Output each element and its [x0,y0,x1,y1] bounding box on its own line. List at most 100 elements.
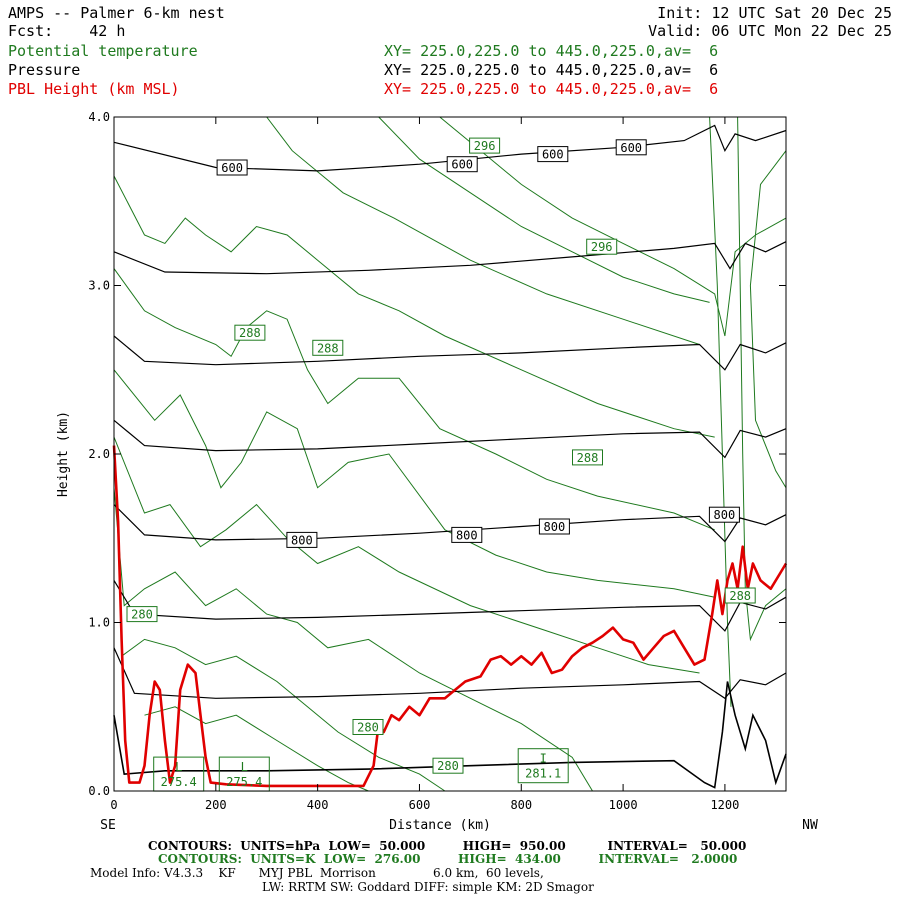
contour-label-3: 600 [615,139,647,156]
marker-symbol: L [241,760,248,774]
pressure-contour-5 [113,580,787,632]
axes: 0 200 400 600 800 1000 1200 0.0 1.0 2.0 3.0 4.0 [88,110,786,812]
pressure-contours [113,124,787,789]
x-tick-label: 1000 [609,798,638,812]
theta-contour-0 [439,116,787,337]
contour-label-4: 800 [286,531,318,548]
contour-label-11: 288 [312,339,344,356]
theta-contour-3 [113,175,715,438]
pressure-contour-4 [113,504,787,543]
contour-label-box [708,506,740,523]
field-pressure-name: Pressure [8,61,81,79]
contour-label-box [572,449,603,466]
footer-pressure-contours: CONTOURS: UNITS=hPa LOW= 50.000 HIGH= 95… [148,839,747,853]
y-tick-label: 2.0 [88,447,110,461]
x-tick-label: 400 [307,798,329,812]
valid-time: Valid: 06 UTC Mon 22 Dec 25 [648,22,892,40]
contour-label-text: 280 [357,721,379,735]
contour-label-box [469,137,501,154]
field-theta-xy: XY= 225.0,225.0 to 445.0,225.0,av= 6 [384,42,719,60]
contour-label-8: 296 [469,137,501,154]
theta-contour-10 [709,116,732,707]
contour-labels: 600 600 600 600 800 800 800 800 296 296 288 288 288 2… [126,137,756,774]
contour-label-7: 800 [708,506,740,523]
pressure-contour-7 [113,681,787,789]
contour-label-text: 600 [542,148,564,162]
model-title: AMPS -- Palmer 6-km nest [8,4,225,22]
contour-label-2: 600 [537,146,569,163]
contour-label-text: 288 [317,341,339,355]
pressure-contour-2 [113,335,787,371]
theta-contour-7 [113,487,593,792]
pbl-height-line [112,445,788,788]
x-tick-label: 600 [409,798,431,812]
footer-theta-contours: CONTOURS: UNITS=K LOW= 276.00 HIGH= 434.… [158,852,738,866]
contour-label-text: 288 [239,326,261,340]
contour-label-box [724,587,756,604]
forecast-hour: Fcst: 42 h [8,22,125,40]
marker-value: 275.4 [161,775,197,789]
field-theta-name: Potential temperature [8,42,198,60]
contour-label-box [126,606,158,623]
contour-label-text: 800 [291,533,313,547]
contour-label-text: 288 [577,451,599,465]
contour-label-text: 288 [729,589,751,603]
x-left-end-label: SE [100,818,116,833]
theta-contours [113,116,787,792]
y-axis-title: Height (km) [56,411,71,497]
forecast-value: 42 h [89,22,126,40]
contour-label-text: 296 [474,139,496,153]
theta-contour-8 [121,638,446,792]
y-tick-label: 3.0 [88,279,110,293]
pressure-contour-6 [113,647,787,700]
contour-label-16: 280 [432,757,464,774]
x-tick-label: 200 [205,798,227,812]
theta-contour-2 [266,116,700,345]
marker-symbol: L [175,760,182,774]
field-pbl-name: PBL Height (km MSL) [8,80,180,98]
contour-label-box [286,531,318,548]
plot-frame [113,116,787,792]
contour-label-text: 280 [131,608,153,622]
footer-model-info: Model Info: V4.3.3 KF MYJ PBL Morrison 6… [90,866,544,880]
contour-label-5: 800 [451,526,483,543]
contour-label-text: 296 [591,240,613,254]
theta-contour-12 [749,150,787,488]
contour-label-text: 600 [620,141,642,155]
x-tick-label: 1200 [710,798,739,812]
contour-label-text: 600 [451,158,473,172]
theta-contour-9 [144,706,369,792]
y-tick-label: 1.0 [88,616,110,630]
contour-label-text: 800 [714,508,736,522]
theta-contour-1 [378,116,710,303]
contour-label-text: 800 [544,520,566,534]
pressure-contour-1 [113,241,787,275]
contour-label-10: 288 [234,324,266,341]
marker-box [517,748,569,784]
theta-contour-4 [113,268,715,531]
field-pbl-xy: XY= 225.0,225.0 to 445.0,225.0,av= 6 [384,80,719,98]
theta-contour-6 [113,436,700,674]
y-tick-label: 0.0 [88,784,110,798]
contour-label-box [216,159,248,176]
contour-label-box [451,526,483,543]
pressure-contour-0 [113,124,787,172]
contour-label-14: 280 [126,606,158,623]
contour-label-box [538,518,570,535]
init-time: Init: 12 UTC Sat 20 Dec 25 [657,4,892,22]
contour-label-1: 600 [446,156,478,173]
contour-label-box [615,139,647,156]
contour-label-text: 600 [221,161,243,175]
x-right-end-label: NW [802,818,818,833]
contour-label-box [312,339,344,356]
marker-symbol: I [540,752,547,766]
contour-label-box [432,757,464,774]
x-axis-title: Distance (km) [389,818,491,833]
x-tick-label: 0 [110,798,117,812]
marker-value: 281.1 [525,767,561,781]
contour-label-0: 600 [216,159,248,176]
